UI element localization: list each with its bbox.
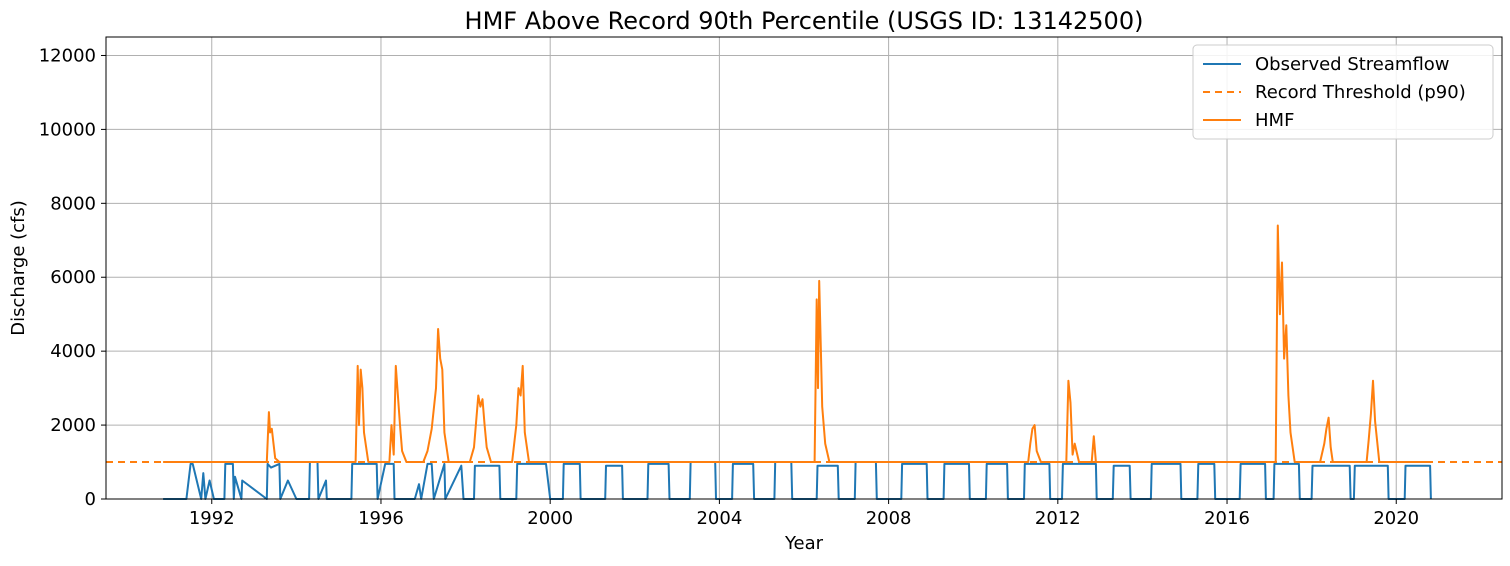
x-tick-label: 1996	[358, 508, 404, 529]
series-line-observed-streamflow	[163, 461, 1432, 500]
y-tick-label: 4000	[50, 341, 96, 362]
x-tick-label: 2000	[527, 508, 573, 529]
tick-layer: 1992 1996 2000 2004 2008 2012 2016 2020 0 2000 400…	[39, 45, 1419, 529]
legend-label: Observed Streamflow	[1255, 54, 1450, 75]
series-layer	[106, 224, 1502, 500]
legend: Observed Streamflow Record Threshold (p90…	[1192, 44, 1494, 140]
y-tick-label: 10000	[39, 119, 96, 140]
legend-box	[1192, 44, 1494, 140]
x-tick-label: 2016	[1204, 508, 1250, 529]
legend-label: Record Threshold (p90)	[1255, 82, 1466, 103]
x-tick-label: 2008	[866, 508, 912, 529]
y-tick-label: 8000	[50, 193, 96, 214]
y-tick-label: 2000	[50, 415, 96, 436]
legend-entries: Observed Streamflow Record Threshold (p90…	[1203, 54, 1466, 131]
legend-label: HMF	[1255, 110, 1294, 131]
x-tick-label: 2004	[696, 508, 742, 529]
y-tick-label: 6000	[50, 267, 96, 288]
plot-frame	[105, 36, 1503, 500]
chart-title: HMF Above Record 90th Percentile (USGS I…	[465, 7, 1144, 35]
series-line-hmf	[163, 224, 1431, 463]
x-tick-label: 2012	[1035, 508, 1081, 529]
x-axis-label: Year	[784, 533, 824, 554]
x-tick-label: 1992	[189, 508, 235, 529]
y-axis-label: Discharge (cfs)	[8, 200, 29, 336]
y-tick-label: 0	[85, 489, 96, 510]
y-tick-label: 12000	[39, 45, 96, 66]
x-tick-label: 2020	[1373, 508, 1419, 529]
